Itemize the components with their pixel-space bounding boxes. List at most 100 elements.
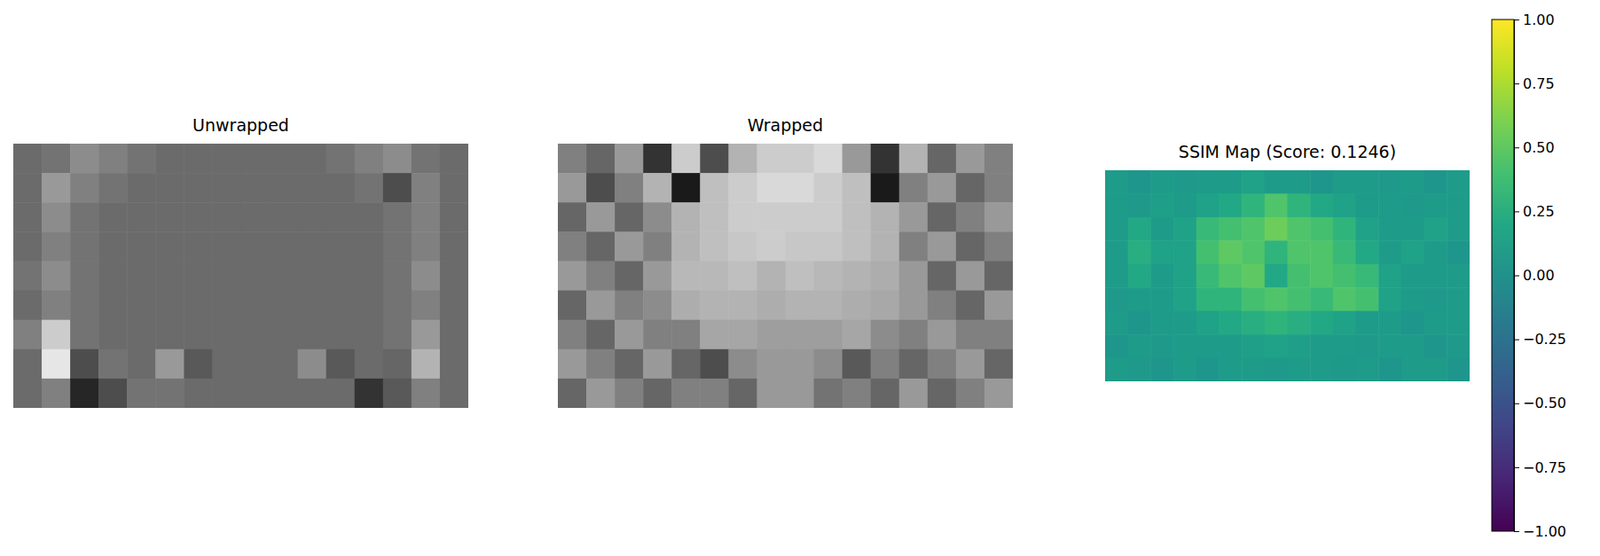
cell	[814, 202, 844, 233]
colorbar-tick: 0.00	[1513, 266, 1555, 284]
cell	[728, 260, 758, 291]
tick-label: 0.50	[1522, 139, 1555, 157]
cell	[956, 172, 986, 204]
cell	[899, 378, 929, 408]
cell	[984, 202, 1013, 233]
cell	[557, 290, 588, 322]
cell	[439, 378, 469, 408]
cell	[671, 143, 701, 174]
cell	[298, 143, 328, 174]
cell	[354, 231, 385, 262]
cell	[211, 231, 242, 262]
cell	[1150, 334, 1174, 359]
cell	[183, 231, 213, 262]
cell	[411, 202, 441, 233]
cell	[699, 320, 730, 351]
cell	[1356, 311, 1380, 336]
cell	[411, 320, 441, 351]
cell	[1150, 264, 1174, 289]
cell	[728, 290, 758, 322]
cell	[411, 172, 441, 204]
cell	[70, 231, 100, 262]
cell	[614, 349, 644, 380]
cell	[728, 378, 758, 408]
cell	[643, 260, 673, 291]
cell	[70, 290, 100, 322]
cell	[956, 349, 986, 380]
cell	[1333, 287, 1357, 312]
cell	[842, 172, 872, 204]
cell	[1128, 240, 1152, 265]
cell	[1333, 193, 1357, 218]
cell	[870, 290, 901, 322]
cell	[439, 320, 469, 351]
cell	[643, 378, 673, 408]
cell	[1173, 287, 1197, 312]
cell	[870, 349, 901, 380]
cell	[269, 231, 299, 262]
cell	[1309, 287, 1334, 312]
cell	[411, 290, 441, 322]
figure: UnwrappedWrappedSSIM Map (Score: 0.1246)…	[0, 0, 1600, 556]
tick-label: 0.25	[1522, 203, 1555, 220]
cell	[756, 143, 786, 174]
cell	[70, 172, 100, 204]
cell	[41, 231, 71, 262]
cell	[241, 320, 271, 351]
cell	[1173, 170, 1197, 195]
cell	[269, 172, 299, 204]
cell	[298, 378, 328, 408]
cell	[1264, 334, 1288, 359]
cell	[354, 260, 385, 291]
cell	[1378, 264, 1402, 289]
cell	[1218, 358, 1242, 382]
cell	[439, 349, 469, 380]
cell	[1105, 264, 1129, 289]
cell	[326, 349, 356, 380]
cell	[870, 143, 901, 174]
tick-label: 0.00	[1522, 266, 1555, 284]
cell	[1378, 193, 1402, 218]
cell	[269, 202, 299, 233]
cell	[126, 172, 157, 204]
cell	[326, 290, 356, 322]
cell	[1150, 193, 1174, 218]
cell	[70, 349, 100, 380]
colorbar-tick: −0.50	[1513, 394, 1567, 412]
cell	[899, 143, 929, 174]
cell	[241, 202, 271, 233]
cell	[1105, 358, 1129, 382]
cell	[1356, 240, 1380, 265]
cell	[13, 231, 43, 262]
cell	[1241, 358, 1265, 382]
cell	[1309, 193, 1334, 218]
colorbar-tick: −0.25	[1513, 330, 1567, 348]
cell	[98, 172, 128, 204]
cell	[814, 290, 844, 322]
cell	[126, 349, 157, 380]
cell	[1264, 240, 1288, 265]
cell	[1105, 287, 1129, 312]
cell	[1196, 334, 1220, 359]
tick-mark	[1513, 467, 1520, 469]
cell	[1424, 240, 1448, 265]
cell	[241, 290, 271, 322]
cell	[1173, 264, 1197, 289]
cell	[842, 378, 872, 408]
tick-mark	[1513, 275, 1520, 277]
cell	[13, 172, 43, 204]
cell	[1218, 193, 1242, 218]
cell	[241, 143, 271, 174]
cell	[1378, 334, 1402, 359]
cell	[586, 320, 616, 351]
cell	[785, 172, 816, 204]
cell	[956, 290, 986, 322]
cell	[614, 378, 644, 408]
cell	[984, 172, 1013, 204]
cell	[439, 231, 469, 262]
cell	[870, 202, 901, 233]
cell	[155, 290, 185, 322]
cell	[1173, 334, 1197, 359]
cell	[1378, 217, 1402, 242]
colorbar-tick: −0.75	[1513, 458, 1567, 476]
